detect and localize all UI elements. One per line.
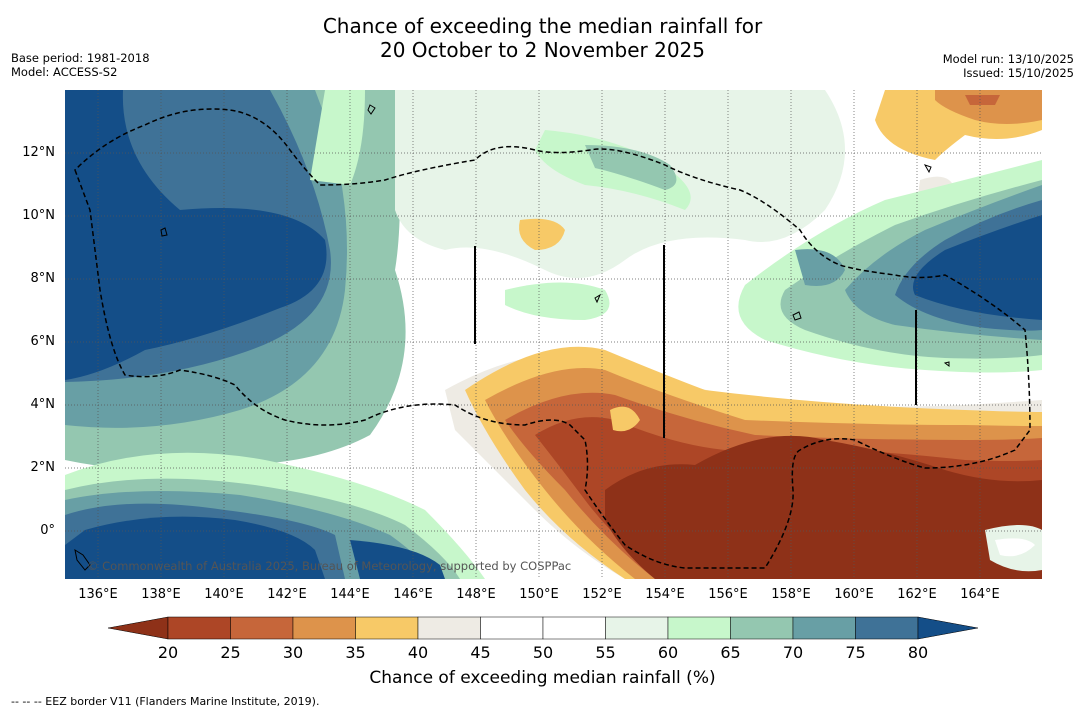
- colorbar-label: 65: [720, 643, 741, 662]
- lat-label-12n: 12°N: [22, 145, 55, 160]
- lon-label-152e: 152°E: [582, 587, 622, 602]
- right-metadata: Model run: 13/10/2025 Issued: 15/10/2025: [943, 52, 1074, 80]
- lon-label-142e: 142°E: [267, 587, 307, 602]
- western-wet-region: [65, 90, 406, 469]
- colorbar-40-45: [417, 616, 481, 640]
- colorbar-label: 25: [220, 643, 241, 662]
- eez-footnote: -- -- -- EEZ border V11 (Flanders Marine…: [11, 695, 320, 708]
- issued-label: Issued: 15/10/2025: [963, 66, 1074, 80]
- lon-label-150e: 150°E: [519, 587, 559, 602]
- lat-label-0: 0°: [40, 523, 55, 538]
- colorbar-above-80: [917, 616, 979, 640]
- lon-label-162e: 162°E: [897, 587, 937, 602]
- colorbar-label: 75: [845, 643, 866, 662]
- model-label: Model: ACCESS-S2: [11, 65, 118, 79]
- lat-label-10n: 10°N: [22, 208, 55, 223]
- colorbar-label: 50: [532, 643, 554, 662]
- lat-label-2n: 2°N: [30, 460, 56, 475]
- northeast-dry-region: [519, 90, 1042, 250]
- map-title: Chance of exceeding the median rainfall …: [0, 14, 1085, 62]
- lon-label-164e: 164°E: [960, 587, 1000, 602]
- lon-label-146e: 146°E: [393, 587, 433, 602]
- copyright-notice: © Commonwealth of Australia 2025, Bureau…: [87, 559, 571, 573]
- lon-label-156e: 156°E: [708, 587, 748, 602]
- colorbar-60-65: [667, 616, 731, 640]
- lon-label-144e: 144°E: [330, 587, 370, 602]
- left-metadata: Base period: 1981-2018 Model: ACCESS-S2: [11, 51, 150, 79]
- islands: [74, 104, 950, 571]
- colorbar-label: 35: [345, 643, 366, 662]
- lon-label-160e: 160°E: [834, 587, 874, 602]
- colorbar-65-70: [730, 616, 794, 640]
- lat-label-6n: 6°N: [30, 334, 56, 349]
- lon-label-140e: 140°E: [204, 587, 244, 602]
- colorbar-label: 80: [907, 643, 929, 662]
- colorbar-label: 45: [470, 643, 491, 662]
- colorbar-label: 55: [595, 643, 616, 662]
- meridian-markers: [474, 245, 917, 438]
- colorbar-35-40: [355, 616, 419, 640]
- colorbar-label: 40: [407, 643, 429, 662]
- title-line-2: 20 October to 2 November 2025: [379, 38, 706, 62]
- model-run-label: Model run: 13/10/2025: [942, 52, 1074, 66]
- colorbar-55-60: [605, 616, 669, 640]
- colorbar-label: 20: [157, 643, 179, 662]
- colorbar-label: 60: [657, 643, 679, 662]
- colorbar-below-20: [107, 616, 169, 640]
- gridlines: [65, 90, 1042, 579]
- colorbar-45-50: [480, 616, 544, 640]
- colorbar-20-25: [167, 616, 231, 640]
- colorbar: [107, 616, 979, 640]
- rainfall-probability-map: © Commonwealth of Australia 2025, Bureau…: [65, 90, 1042, 579]
- colorbar-70-75: [792, 616, 856, 640]
- base-period-label: Base period: 1981-2018: [11, 51, 150, 65]
- colorbar-title: Chance of exceeding median rainfall (%): [369, 668, 716, 688]
- eastern-wet-region: [738, 160, 1042, 373]
- lat-label-8n: 8°N: [30, 271, 56, 286]
- lon-label-138e: 138°E: [141, 587, 181, 602]
- title-line-1: Chance of exceeding the median rainfall …: [322, 14, 763, 38]
- lon-label-158e: 158°E: [771, 587, 811, 602]
- southeast-dry-region: [445, 346, 1042, 579]
- colorbar-75-80: [855, 616, 919, 640]
- colorbar-label: 30: [282, 643, 304, 662]
- colorbar-label: 70: [782, 643, 804, 662]
- colorbar-50-55: [542, 616, 606, 640]
- lat-label-4n: 4°N: [30, 397, 56, 412]
- lon-label-136e: 136°E: [78, 587, 118, 602]
- lon-label-148e: 148°E: [456, 587, 496, 602]
- colorbar-25-30: [230, 616, 294, 640]
- northern-green-band: [395, 90, 955, 320]
- colorbar-30-35: [292, 616, 356, 640]
- lon-label-154e: 154°E: [645, 587, 685, 602]
- eez-border: [74, 108, 1031, 569]
- southwest-wet-region: [65, 452, 485, 579]
